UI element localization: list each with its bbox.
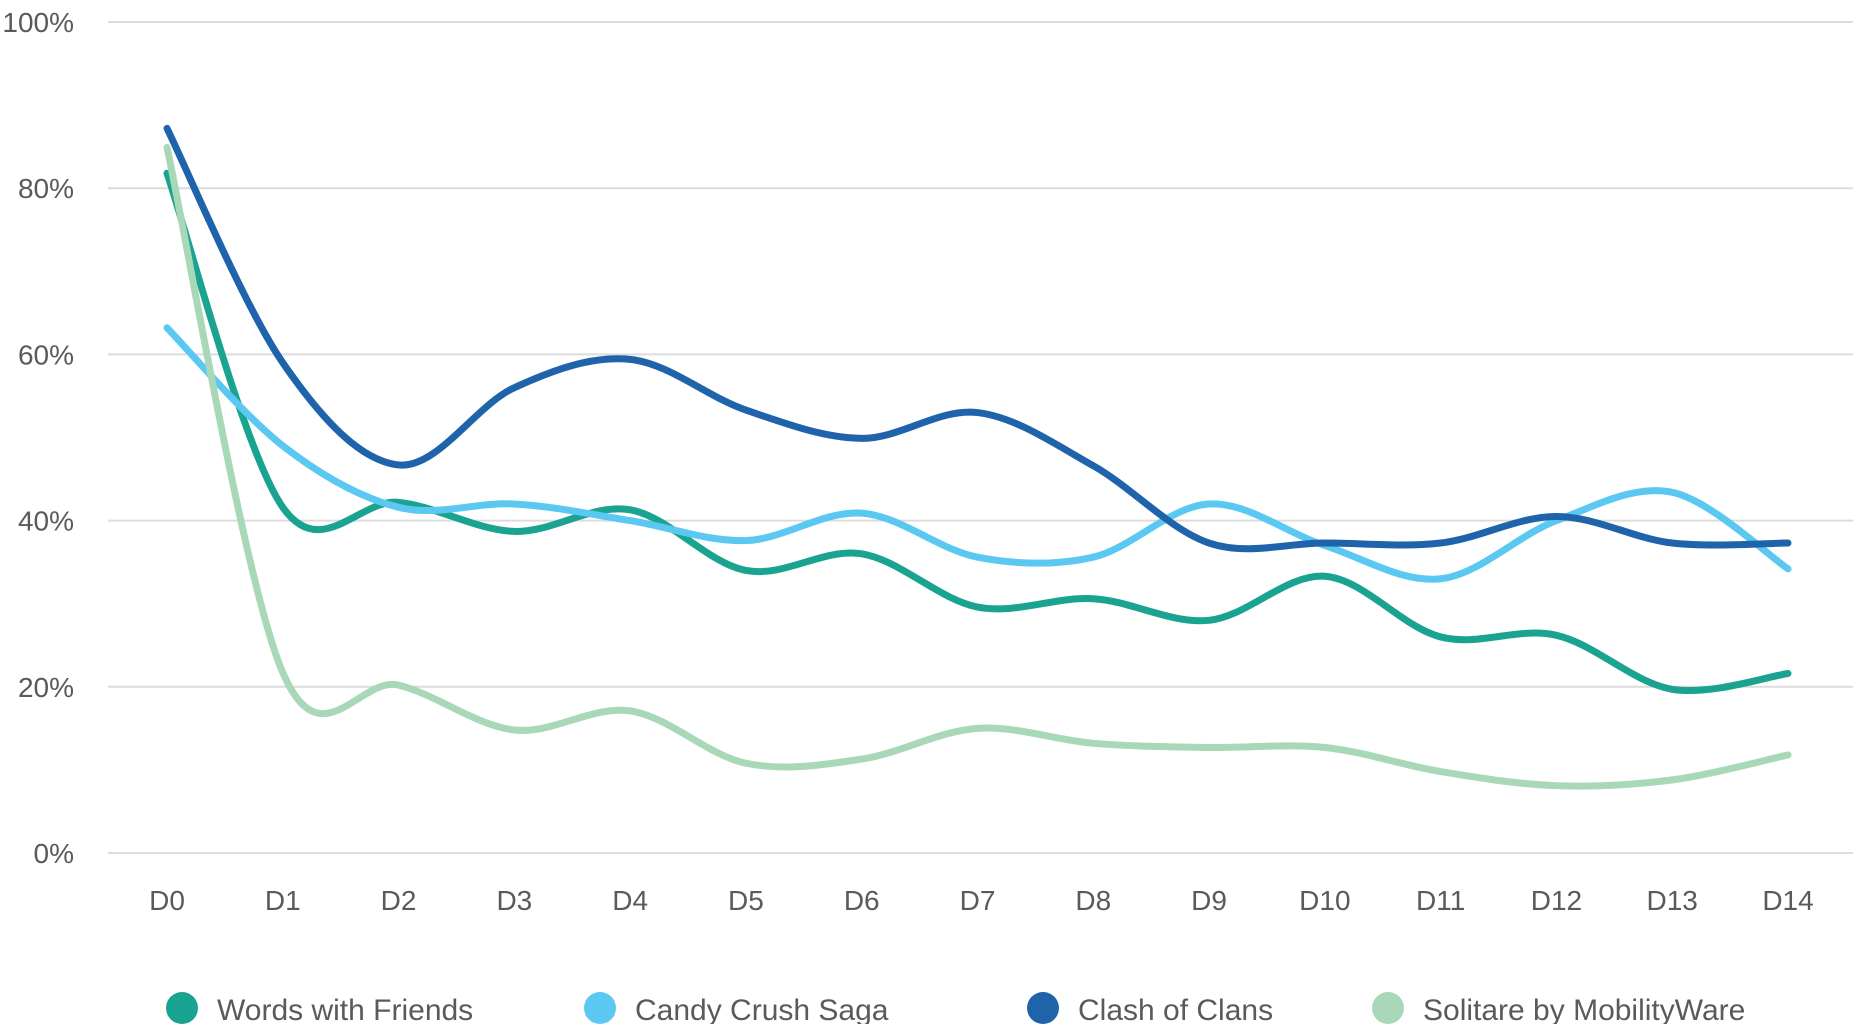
x-tick-label: D12 [1531,885,1582,916]
x-tick-label: D14 [1762,885,1813,916]
x-tick-label: D9 [1191,885,1227,916]
legend-marker [584,992,616,1024]
x-tick-label: D13 [1647,885,1698,916]
legend-label: Words with Friends [217,994,473,1024]
legend-label: Candy Crush Saga [635,994,889,1024]
x-axis: D0 D1 D2 D3 D4 D5 D6 D7 D8 D9 D10 D11 D12 D13 D14 [149,885,1814,916]
x-tick-label: D4 [612,885,648,916]
series-line-clash-of-clans [163,124,1792,553]
legend-label: Clash of Clans [1078,994,1273,1024]
series-line-candy-crush-saga [163,324,1792,583]
y-tick-label: 20% [18,672,74,703]
series-line-solitare-by-mobilityware [163,143,1792,790]
x-tick-label: D5 [728,885,764,916]
legend-marker [166,992,198,1024]
x-tick-label: D3 [496,885,532,916]
legend: Words with Friends Candy Crush Saga Clash … [166,992,1745,1027]
x-tick-label: D6 [844,885,880,916]
series-lines [163,124,1792,790]
legend-marker [1027,992,1059,1024]
x-tick-label: D7 [960,885,996,916]
x-tick-label: D0 [149,885,185,916]
legend-item: Solitare by MobilityWare [1372,992,1745,1027]
x-tick-label: D1 [265,885,301,916]
legend-item: Candy Crush Saga [584,992,889,1027]
x-tick-label: D8 [1075,885,1111,916]
legend-marker [1372,992,1404,1024]
legend-label: Solitare by MobilityWare [1423,994,1745,1024]
legend-item: Words with Friends [166,992,473,1027]
legend-item: Clash of Clans [1027,992,1273,1027]
series-line-words-with-friends [163,169,1792,694]
y-axis: 0% 20% 40% 60% 80% 100% [2,7,74,869]
y-tick-label: 100% [2,7,74,38]
y-tick-label: 0% [34,838,74,869]
y-tick-label: 60% [18,339,74,370]
x-tick-label: D11 [1416,885,1465,916]
y-tick-label: 40% [18,506,74,537]
y-tick-label: 80% [18,173,74,204]
x-tick-label: D10 [1299,885,1350,916]
x-tick-label: D2 [381,885,417,916]
